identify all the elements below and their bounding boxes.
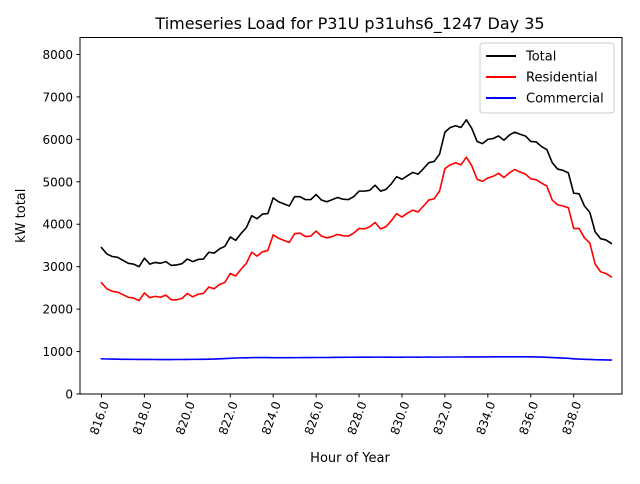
legend-box [479,42,615,114]
y-tick-label: 3000 [42,260,73,274]
y-tick-label: 7000 [42,90,73,104]
legend-label-total: Total [525,50,556,65]
plot-frame [79,37,623,395]
legend: Total Residential Commercial [479,42,615,114]
y-tick-label: 0 [65,388,73,402]
y-tick-label: 4000 [42,218,73,232]
series-line-total [100,119,613,268]
legend-items: Total Residential Commercial [486,50,604,107]
legend-label-residential: Residential [526,71,598,86]
x-axis-label: Hour of Year [310,451,390,466]
y-axis-label: kW total [14,189,29,243]
y-tick-label: 6000 [42,133,73,147]
series-layer [100,119,613,361]
y-tick-label: 5000 [42,175,73,189]
y-axis: 0 1000 2000 3000 4000 5000 6000 7000 8000 [42,48,80,402]
y-tick-label: 8000 [42,48,73,62]
series-line-commercial [100,355,613,361]
y-tick-label: 1000 [42,345,73,359]
y-tick-label: 2000 [42,303,73,317]
chart-title: Timeseries Load for P31U p31uhs6_1247 Da… [154,14,544,34]
legend-label-commercial: Commercial [526,92,604,107]
series-line-residential [100,156,613,302]
